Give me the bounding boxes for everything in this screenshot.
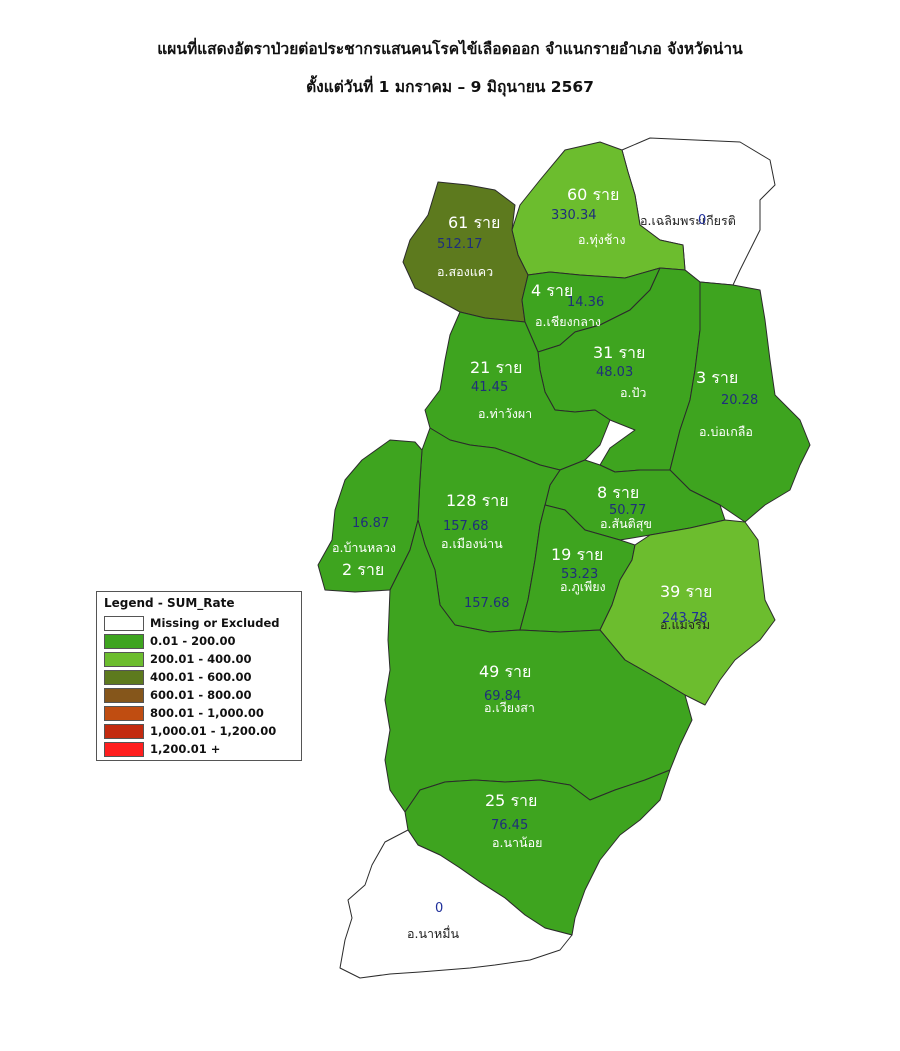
label-mueang-cases: 128 ราย bbox=[446, 491, 509, 510]
label-pua-rate: 48.03 bbox=[596, 365, 633, 380]
label-mueang-rate-extra: 157.68 bbox=[464, 596, 510, 611]
label-thungchang-cases: 60 ราย bbox=[567, 185, 619, 204]
label-songkhwae-name: อ.สองแคว bbox=[437, 264, 493, 279]
label-namuen-rate: 0 bbox=[435, 901, 443, 916]
district-banluang bbox=[317, 439, 423, 593]
district-maecharim bbox=[599, 519, 776, 706]
map-legend: Legend - SUM_Rate Missing or Excluded 0.… bbox=[96, 591, 302, 761]
label-mueang-rate: 157.68 bbox=[443, 519, 489, 534]
label-songkhwae-rate: 512.17 bbox=[437, 237, 483, 252]
label-nanoi-rate: 76.45 bbox=[491, 818, 528, 833]
label-thungchang-rate: 330.34 bbox=[551, 208, 597, 223]
label-pua-cases: 31 ราย bbox=[593, 343, 645, 362]
label-wiangsa-rate: 69.84 bbox=[484, 689, 521, 704]
label-chaloem-name: อ.เฉลิมพระเกียรติ bbox=[640, 213, 736, 228]
legend-label: 1,000.01 - 1,200.00 bbox=[150, 724, 277, 738]
label-chiangklang-name: อ.เชียงกลาง bbox=[535, 314, 601, 329]
legend-label: 600.01 - 800.00 bbox=[150, 688, 252, 702]
label-santisuk-rate: 50.77 bbox=[609, 503, 646, 518]
label-chiangklang-rate: 14.36 bbox=[567, 295, 604, 310]
label-thawangpha-rate: 41.45 bbox=[471, 380, 508, 395]
label-phuphiang-cases: 19 ราย bbox=[551, 545, 603, 564]
label-santisuk-cases: 8 ราย bbox=[597, 483, 639, 502]
legend-title: Legend - SUM_Rate bbox=[104, 596, 235, 610]
legend-swatch bbox=[104, 705, 144, 721]
district-songkhwae bbox=[402, 181, 529, 323]
legend-item: 1,200.01 + bbox=[104, 740, 220, 758]
legend-swatch bbox=[104, 723, 144, 739]
map-title: แผนที่แสดงอัตราป่วยต่อประชากรแสนคนโรคไข้… bbox=[157, 40, 743, 58]
label-maecharim-name: อ.แม่จริม bbox=[660, 617, 710, 632]
label-banluang-cases: 2 ราย bbox=[342, 560, 384, 579]
label-bokluea-cases: 3 ราย bbox=[696, 368, 738, 387]
label-thungchang-name: อ.ทุ่งช้าง bbox=[578, 232, 625, 248]
legend-item: 600.01 - 800.00 bbox=[104, 686, 252, 704]
legend-swatch bbox=[104, 615, 144, 631]
legend-swatch bbox=[104, 669, 144, 685]
legend-swatch bbox=[104, 633, 144, 649]
legend-label: 800.01 - 1,000.00 bbox=[150, 706, 264, 720]
district-namuen bbox=[339, 829, 573, 979]
label-songkhwae-cases: 61 ราย bbox=[448, 213, 500, 232]
label-nanoi-name: อ.นาน้อย bbox=[492, 835, 542, 850]
label-namuen-name: อ.นาหมื่น bbox=[407, 925, 460, 941]
legend-item: 400.01 - 600.00 bbox=[104, 668, 252, 686]
legend-label: 1,200.01 + bbox=[150, 742, 221, 756]
label-chiangklang-cases: 4 ราย bbox=[531, 281, 573, 300]
label-mueang-name: อ.เมืองน่าน bbox=[441, 536, 503, 551]
legend-label: 0.01 - 200.00 bbox=[150, 634, 236, 648]
legend-label: Missing or Excluded bbox=[150, 616, 280, 630]
label-thawangpha-name: อ.ท่าวังผา bbox=[478, 406, 532, 421]
label-phuphiang-name: อ.ภูเพียง bbox=[560, 579, 606, 595]
label-pua-name: อ.ปัว bbox=[620, 385, 646, 400]
legend-swatch bbox=[104, 741, 144, 757]
label-maecharim-rate: 243.78 bbox=[662, 611, 708, 626]
label-bokluea-name: อ.บ่อเกลือ bbox=[699, 424, 753, 439]
legend-item: 200.01 - 400.00 bbox=[104, 650, 252, 668]
label-thawangpha-cases: 21 ราย bbox=[470, 358, 522, 377]
label-banluang-name: อ.บ้านหลวง bbox=[332, 540, 396, 555]
label-wiangsa-name: อ.เวียงสา bbox=[484, 700, 535, 715]
legend-label: 200.01 - 400.00 bbox=[150, 652, 252, 666]
legend-item: 1,000.01 - 1,200.00 bbox=[104, 722, 276, 740]
label-phuphiang-rate: 53.23 bbox=[561, 567, 598, 582]
label-chaloem-rate: 0 bbox=[698, 213, 706, 228]
legend-item: Missing or Excluded bbox=[104, 614, 280, 632]
district-bokluea bbox=[669, 281, 811, 523]
label-nanoi-cases: 25 ราย bbox=[485, 791, 537, 810]
legend-swatch bbox=[104, 687, 144, 703]
legend-label: 400.01 - 600.00 bbox=[150, 670, 252, 684]
legend-item: 800.01 - 1,000.00 bbox=[104, 704, 264, 722]
label-wiangsa-cases: 49 ราย bbox=[479, 662, 531, 681]
label-bokluea-rate: 20.28 bbox=[721, 393, 758, 408]
legend-swatch bbox=[104, 651, 144, 667]
label-banluang-rate: 16.87 bbox=[352, 516, 389, 531]
legend-item: 0.01 - 200.00 bbox=[104, 632, 236, 650]
label-santisuk-name: อ.สันติสุข bbox=[600, 516, 652, 532]
map-subtitle: ตั้งแต่วันที่ 1 มกราคม – 9 มิถุนายน 2567 bbox=[306, 78, 594, 96]
label-maecharim-cases: 39 ราย bbox=[660, 582, 712, 601]
